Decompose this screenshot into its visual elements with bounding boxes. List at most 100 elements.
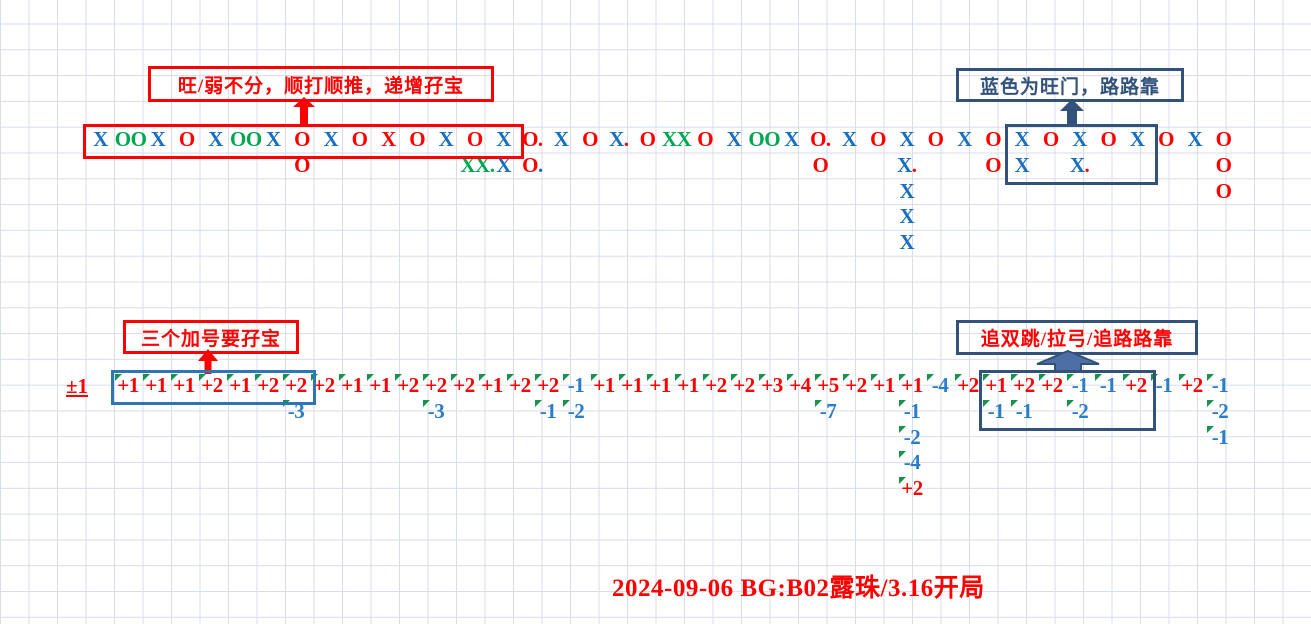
bottom-road-cell-r1-c16[interactable]: +2 xyxy=(534,373,562,398)
bottom-road-cell-r2-c32[interactable]: -1 xyxy=(982,399,1010,424)
bottom-road-cell-r1-c26[interactable]: +5 xyxy=(814,373,842,398)
top-road-cell-r3-c29[interactable]: X xyxy=(892,179,921,204)
bottom-road-cell-r1-c40[interactable]: -1 xyxy=(1206,373,1234,398)
bottom-road-cell-r1-c1[interactable]: +1 xyxy=(114,373,142,398)
top-road-cell-r1-c10[interactable]: O xyxy=(345,127,374,152)
bottom-road-cell-r1-c36[interactable]: -1 xyxy=(1094,373,1122,398)
bottom-road-cell-r2-c16[interactable]: -1 xyxy=(534,399,562,424)
top-road-cell-r1-c6[interactable]: OO xyxy=(230,127,262,152)
top-road-cell-r1-c34[interactable]: O xyxy=(1036,127,1065,152)
top-road-cell-r2-c32[interactable]: O xyxy=(979,153,1008,178)
bottom-road-cell-r1-c12[interactable]: +2 xyxy=(422,373,450,398)
top-road-cell-r1-c11[interactable]: X xyxy=(374,127,403,152)
bottom-road-cell-r3-c40[interactable]: -1 xyxy=(1206,425,1234,450)
bottom-road-cell-r2-c12[interactable]: -3 xyxy=(422,399,450,424)
top-road-cell-r1-c13[interactable]: X xyxy=(432,127,461,152)
bottom-road-cell-r5-c29[interactable]: +2 xyxy=(898,476,926,501)
bottom-road-cell-r1-c19[interactable]: +1 xyxy=(618,373,646,398)
top-road-cell-r2-c26[interactable]: O xyxy=(806,153,835,178)
top-road-cell-r1-c5[interactable]: X xyxy=(201,127,230,152)
bottom-road-cell-r1-c29[interactable]: +1 xyxy=(898,373,926,398)
bottom-road-cell-r1-c23[interactable]: +2 xyxy=(730,373,758,398)
top-road-cell-r1-c24[interactable]: OO xyxy=(748,127,780,152)
bottom-road-cell-r1-c2[interactable]: +1 xyxy=(142,373,170,398)
bottom-road-cell-r1-c7[interactable]: +2 xyxy=(282,373,310,398)
bottom-road-cell-r1-c20[interactable]: +1 xyxy=(646,373,674,398)
bottom-road-cell-r1-c34[interactable]: +2 xyxy=(1038,373,1066,398)
top-road-cell-r2-c16[interactable]: O. xyxy=(518,153,547,178)
bottom-road-cell-r1-c4[interactable]: +2 xyxy=(198,373,226,398)
top-road-cell-r1-c31[interactable]: X xyxy=(950,127,979,152)
bottom-road-cell-r1-c30[interactable]: -4 xyxy=(926,373,954,398)
top-road-cell-r1-c7[interactable]: X xyxy=(259,127,288,152)
top-road-cell-r3-c40[interactable]: O xyxy=(1209,179,1238,204)
top-road-cell-r2-c29[interactable]: X. xyxy=(892,153,921,178)
top-road-cell-r1-c30[interactable]: O xyxy=(921,127,950,152)
bottom-road-cell-r2-c33[interactable]: -1 xyxy=(1010,399,1038,424)
bottom-road-cell-r1-c27[interactable]: +2 xyxy=(842,373,870,398)
top-road-cell-r1-c21[interactable]: XX xyxy=(662,127,692,152)
top-road-cell-r1-c9[interactable]: X xyxy=(316,127,345,152)
bottom-road-cell-r1-c24[interactable]: +3 xyxy=(758,373,786,398)
bottom-road-cell-r1-c22[interactable]: +2 xyxy=(702,373,730,398)
bottom-road-cell-r1-c31[interactable]: +2 xyxy=(954,373,982,398)
top-road-cell-r1-c17[interactable]: X xyxy=(547,127,576,152)
top-road-cell-r1-c40[interactable]: O xyxy=(1209,127,1238,152)
top-road-cell-r1-c35[interactable]: X xyxy=(1065,127,1094,152)
bottom-road-cell-r2-c26[interactable]: -7 xyxy=(814,399,842,424)
bottom-road-cell-r2-c29[interactable]: -1 xyxy=(898,399,926,424)
bottom-road-cell-r1-c9[interactable]: +1 xyxy=(338,373,366,398)
bottom-road-cell-r1-c21[interactable]: +1 xyxy=(674,373,702,398)
top-road-cell-r1-c25[interactable]: X xyxy=(777,127,806,152)
top-road-cell-r1-c1[interactable]: X xyxy=(86,127,115,152)
top-road-cell-r1-c29[interactable]: X xyxy=(892,127,921,152)
top-road-cell-r1-c39[interactable]: X xyxy=(1180,127,1209,152)
bottom-road-cell-r1-c13[interactable]: +2 xyxy=(450,373,478,398)
top-road-cell-r1-c16[interactable]: O. xyxy=(518,127,547,152)
top-road-cell-r1-c4[interactable]: O xyxy=(172,127,201,152)
top-road-cell-r1-c22[interactable]: O xyxy=(691,127,720,152)
bottom-road-cell-r1-c17[interactable]: -1 xyxy=(562,373,590,398)
bottom-road-cell-r1-c15[interactable]: +2 xyxy=(506,373,534,398)
bottom-road-cell-r1-c11[interactable]: +2 xyxy=(394,373,422,398)
top-road-cell-r1-c27[interactable]: X xyxy=(835,127,864,152)
top-road-cell-r1-c14[interactable]: O xyxy=(460,127,489,152)
top-road-cell-r5-c29[interactable]: X xyxy=(892,230,921,255)
top-road-cell-r1-c32[interactable]: O xyxy=(979,127,1008,152)
top-road-cell-r1-c37[interactable]: X xyxy=(1123,127,1152,152)
top-road-cell-r2-c40[interactable]: O xyxy=(1209,153,1238,178)
top-road-cell-r1-c33[interactable]: X xyxy=(1008,127,1037,152)
bottom-road-cell-r1-c6[interactable]: +2 xyxy=(254,373,282,398)
bottom-road-cell-r4-c29[interactable]: -4 xyxy=(898,450,926,475)
top-road-cell-r2-c33[interactable]: X xyxy=(1008,153,1037,178)
bottom-road-cell-r3-c29[interactable]: -2 xyxy=(898,425,926,450)
bottom-road-cell-r1-c3[interactable]: +1 xyxy=(170,373,198,398)
bottom-road-cell-r2-c35[interactable]: -2 xyxy=(1066,399,1094,424)
bottom-road-cell-r1-c18[interactable]: +1 xyxy=(590,373,618,398)
top-road-cell-r1-c26[interactable]: O. xyxy=(806,127,835,152)
bottom-road-cell-r1-c14[interactable]: +1 xyxy=(478,373,506,398)
top-road-cell-r1-c18[interactable]: O xyxy=(576,127,605,152)
top-road-cell-r1-c23[interactable]: X xyxy=(720,127,749,152)
top-road-cell-r1-c19[interactable]: X. xyxy=(604,127,633,152)
top-road-cell-r1-c15[interactable]: X xyxy=(489,127,518,152)
bottom-road-cell-r1-c25[interactable]: +4 xyxy=(786,373,814,398)
top-road-cell-r2-c35[interactable]: X. xyxy=(1065,153,1094,178)
bottom-road-cell-r1-c39[interactable]: +2 xyxy=(1178,373,1206,398)
top-road-cell-r1-c20[interactable]: O xyxy=(633,127,662,152)
bottom-road-cell-r2-c17[interactable]: -2 xyxy=(562,399,590,424)
bottom-road-cell-r1-c5[interactable]: +1 xyxy=(226,373,254,398)
top-road-cell-r1-c38[interactable]: O xyxy=(1152,127,1181,152)
top-road-cell-r1-c3[interactable]: X xyxy=(144,127,173,152)
top-road-cell-r4-c29[interactable]: X xyxy=(892,204,921,229)
bottom-road-cell-r1-c32[interactable]: +1 xyxy=(982,373,1010,398)
bottom-road-cell-r1-c28[interactable]: +1 xyxy=(870,373,898,398)
top-road-cell-r1-c8[interactable]: O xyxy=(288,127,317,152)
bottom-road-cell-r1-c35[interactable]: -1 xyxy=(1066,373,1094,398)
bottom-road-cell-r1-c10[interactable]: +1 xyxy=(366,373,394,398)
top-road-cell-r1-c36[interactable]: O xyxy=(1094,127,1123,152)
bottom-road-cell-r2-c40[interactable]: -2 xyxy=(1206,399,1234,424)
bottom-road-cell-r1-c33[interactable]: +2 xyxy=(1010,373,1038,398)
top-road-cell-r1-c2[interactable]: OO xyxy=(115,127,147,152)
top-road-cell-r1-c28[interactable]: O xyxy=(864,127,893,152)
